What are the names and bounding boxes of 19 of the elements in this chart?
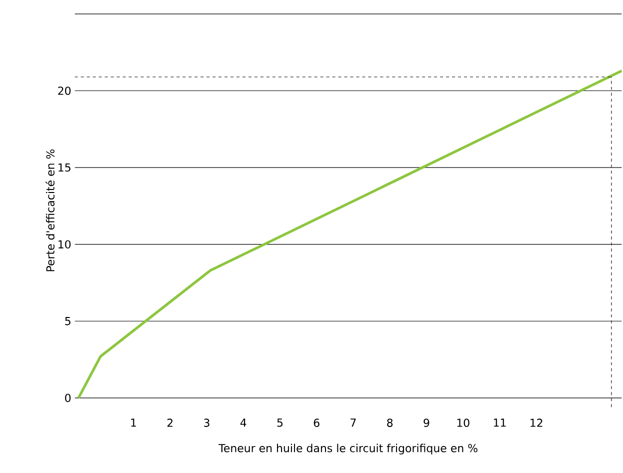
x-tick-label: 6: [314, 418, 320, 427]
x-tick-label: 10: [457, 418, 470, 427]
y-tick-label: 0: [65, 394, 71, 402]
x-tick-label: 11: [494, 418, 506, 427]
x-tick-label: 3: [204, 418, 210, 427]
y-axis-title: Perte d'efficacité en %: [46, 149, 54, 272]
y-tick-label: 5: [65, 317, 70, 326]
x-axis-title: Teneur en huile dans le circuit frigorifique en %: [218, 444, 478, 454]
y-tick-label: 20: [58, 86, 71, 95]
x-tick-label: 4: [240, 418, 246, 427]
x-tick-label: 8: [387, 418, 393, 427]
x-tick-label: 7: [350, 418, 356, 427]
y-tick-label: 15: [58, 163, 70, 172]
x-tick-label: 12: [530, 418, 542, 427]
x-tick-label: 9: [424, 418, 430, 427]
x-tick-label: 1: [131, 418, 136, 427]
y-tick-label: 10: [58, 240, 71, 248]
x-tick-label: 2: [167, 418, 172, 427]
x-tick-label: 5: [277, 418, 282, 427]
